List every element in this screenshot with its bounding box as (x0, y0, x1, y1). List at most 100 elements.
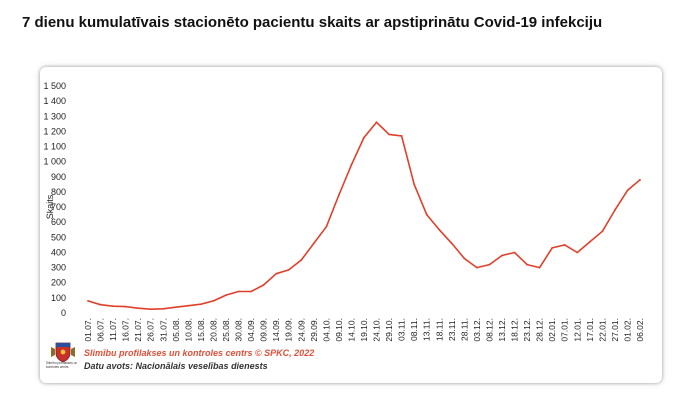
y-tick-label: 200 (51, 278, 66, 288)
data-point (526, 263, 528, 266)
credit-text: Slimību profilakses un kontroles centrs … (84, 348, 315, 358)
y-tick-label: 1 400 (43, 96, 66, 106)
x-tick-label: 28.12. (535, 318, 545, 342)
x-tick-label: 14.10. (346, 318, 356, 342)
data-point (112, 305, 114, 308)
data-point (187, 304, 190, 307)
y-tick-label: 300 (51, 263, 66, 273)
data-point (488, 263, 491, 266)
x-tick-label: 12.01. (572, 318, 582, 342)
data-point (312, 242, 315, 245)
y-tick-label: 900 (51, 172, 66, 182)
data-point (137, 307, 140, 310)
data-point (275, 272, 278, 275)
x-tick-label: 05.08. (171, 318, 181, 342)
x-tick-label: 01.07. (83, 318, 93, 342)
x-tick-label: 01.02. (622, 318, 632, 342)
x-tick-label: 08.11. (409, 318, 419, 341)
coat-of-arms-icon (51, 342, 75, 363)
data-point (601, 230, 604, 233)
data-point (325, 225, 328, 228)
data-point (513, 251, 516, 254)
data-point (99, 303, 102, 306)
x-tick-label: 27.01. (610, 318, 620, 342)
x-tick-label: 04.09. (246, 318, 256, 342)
data-point (388, 133, 390, 136)
data-point (174, 306, 177, 309)
x-tick-label: 18.12. (510, 318, 520, 342)
y-tick-label: 800 (51, 187, 66, 197)
x-tick-label: 15.08. (196, 318, 206, 342)
x-tick-label: 04.10. (321, 318, 331, 342)
data-point (300, 259, 303, 261)
y-tick-label: 700 (51, 202, 66, 212)
y-axis-ticks: 0 100 200 300 400 500 600 700 800 900 1 000 1 100 1 … (43, 81, 66, 318)
data-point (400, 135, 403, 137)
data-point (538, 266, 541, 269)
x-axis-ticks: 01.07. 06.07. 11.07. 16.07. 21.07. 26.07. 31.0… (83, 318, 645, 342)
data-point (162, 307, 165, 310)
data-point (149, 308, 152, 311)
data-point (250, 290, 252, 293)
chart-card: 0 100 200 300 400 500 600 700 800 900 1 000 1 100 1 … (40, 67, 662, 383)
data-point (476, 266, 478, 269)
x-tick-label: 25.08. (221, 318, 231, 342)
data-point (200, 303, 202, 306)
x-tick-label: 13.12. (497, 318, 507, 342)
x-tick-label: 16.07. (121, 318, 131, 342)
y-tick-label: 1 100 (43, 142, 66, 152)
data-point (425, 213, 428, 216)
x-tick-label: 09.10. (334, 318, 344, 342)
x-tick-label: 08.12. (484, 318, 494, 342)
y-tick-label: 500 (51, 232, 66, 242)
x-tick-label: 02.01. (547, 318, 557, 342)
x-tick-label: 07.01. (560, 318, 570, 342)
x-tick-label: 23.11. (447, 318, 457, 341)
x-tick-label: 30.08. (234, 318, 244, 342)
x-tick-label: 24.09. (296, 318, 306, 342)
x-tick-label: 17.01. (585, 318, 595, 342)
data-point (350, 163, 353, 166)
data-point (212, 299, 215, 302)
x-tick-label: 03.11. (397, 318, 407, 341)
x-tick-label: 26.07. (146, 318, 156, 342)
x-tick-label: 21.07. (133, 318, 143, 342)
x-tick-label: 29.09. (309, 318, 319, 342)
x-tick-label: 06.07. (96, 318, 106, 342)
y-tick-label: 1 000 (43, 157, 66, 167)
x-tick-label: 31.07. (158, 318, 168, 342)
y-tick-label: 1 200 (43, 126, 66, 136)
data-point (551, 247, 554, 249)
data-point (438, 228, 441, 231)
x-tick-label: 18.11. (434, 318, 444, 341)
data-point (363, 136, 365, 139)
x-tick-label: 10.08. (183, 318, 193, 342)
data-point (626, 189, 629, 192)
y-tick-label: 400 (51, 247, 66, 257)
data-point (413, 183, 416, 186)
data-point (588, 240, 591, 243)
x-tick-label: 19.10. (359, 318, 369, 342)
line-chart: 0 100 200 300 400 500 600 700 800 900 1 000 1 100 1 … (43, 81, 645, 342)
x-tick-label: 13.11. (422, 318, 432, 341)
data-point (338, 194, 340, 196)
series-line (87, 121, 641, 310)
data-point (563, 244, 566, 246)
x-tick-label: 22.01. (597, 318, 607, 342)
x-tick-label: 19.09. (284, 318, 294, 342)
x-tick-label: 29.10. (384, 318, 394, 342)
x-tick-label: 28.11. (459, 318, 469, 341)
logo-text: Slimību profilakses un kontroles centrs (46, 361, 78, 369)
y-tick-label: 100 (51, 293, 66, 303)
data-point (501, 254, 503, 257)
x-tick-label: 11.07. (108, 318, 118, 341)
x-tick-label: 14.09. (271, 318, 281, 342)
data-point (287, 268, 290, 271)
y-tick-label: 600 (51, 217, 66, 227)
data-point (375, 121, 378, 124)
x-tick-label: 06.02. (635, 318, 645, 342)
y-tick-label: 1 300 (43, 111, 66, 121)
source-text: Datu avots: Nacionālais veselības dienes… (84, 361, 268, 371)
data-point (262, 284, 265, 286)
logo: Slimību profilakses un kontroles centrs (46, 341, 80, 373)
